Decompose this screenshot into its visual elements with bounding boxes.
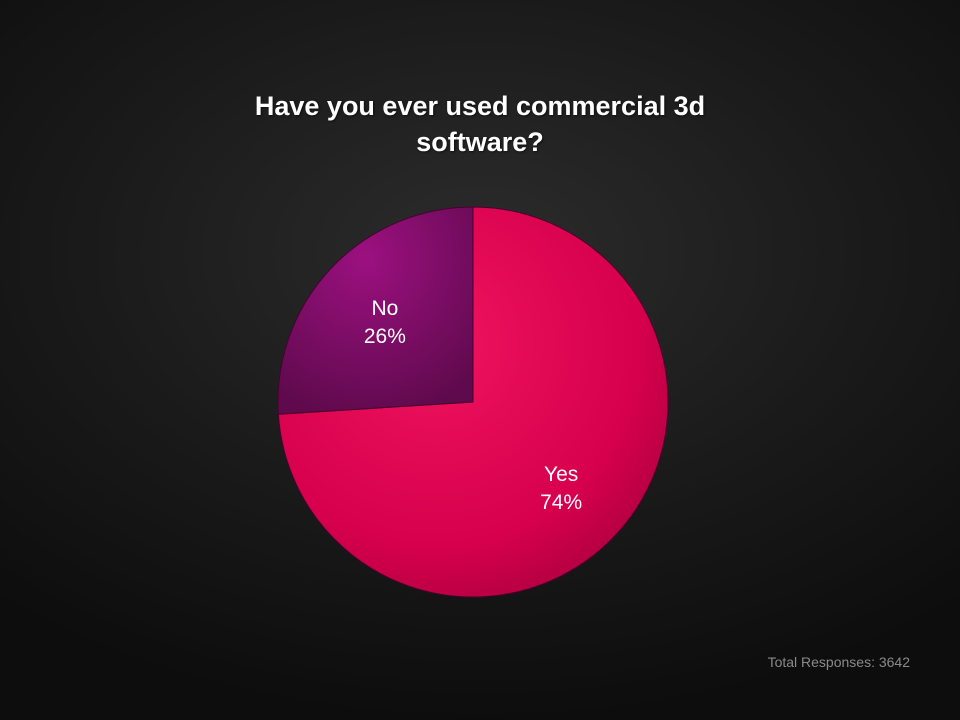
slice-value-no: 26% <box>364 325 406 348</box>
slice-label-no: No <box>371 297 398 320</box>
pie-slices <box>277 206 669 598</box>
chart-title: Have you ever used commercial 3d softwar… <box>254 91 706 157</box>
slice-label-yes: Yes <box>544 463 578 486</box>
pie-slice-no <box>277 206 474 415</box>
pie-labels: Yes 74% No 26% <box>364 297 582 514</box>
total-responses-note: Total Responses: 3642 <box>767 654 910 670</box>
slice-value-yes: 74% <box>540 491 582 514</box>
